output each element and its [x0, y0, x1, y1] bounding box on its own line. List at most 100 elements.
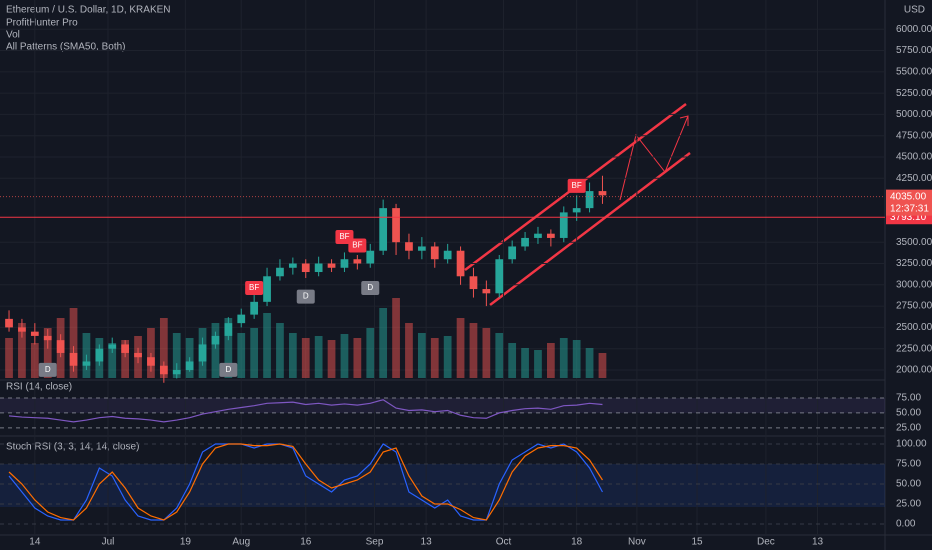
candle-body [546, 233, 555, 238]
countdown-label: 12:37:31 [890, 203, 929, 214]
candle-body [417, 246, 426, 251]
candle-body [598, 191, 607, 196]
pattern-label: D [367, 283, 373, 292]
candle-body [340, 259, 349, 268]
volume-bar [211, 323, 220, 378]
x-tick-label: 13 [812, 537, 824, 548]
candle-body [56, 340, 65, 353]
last-price-tag [886, 189, 932, 216]
y-tick-label: 25.00 [896, 422, 921, 433]
candle-body [237, 314, 246, 324]
y-tick-label: 2250.00 [896, 343, 932, 354]
y-tick-label: 2750.00 [896, 301, 932, 312]
pattern-marker [348, 238, 367, 253]
volume-bar [482, 328, 491, 378]
candle-body [392, 208, 400, 243]
y-tick-label: 25.00 [896, 499, 921, 510]
currency: USD [904, 5, 925, 16]
volume-bar [546, 343, 555, 378]
candle-body [30, 331, 39, 336]
candle-body [69, 352, 78, 366]
y-tick-label: 6000.00 [896, 24, 932, 35]
volume-bar [121, 340, 130, 378]
pattern-label: D [45, 365, 51, 374]
y-tick-label: 50.00 [896, 408, 921, 419]
volume-bar [108, 343, 117, 378]
candle-body [456, 250, 465, 277]
volume-bar [30, 343, 39, 378]
volume-bar [417, 333, 426, 378]
y-tick-label: 3500.00 [896, 237, 932, 248]
candle-body [559, 212, 568, 238]
pattern-label: BF [249, 283, 259, 292]
candle-body [482, 289, 491, 294]
x-tick-label: 16 [300, 537, 312, 548]
y-tick-label: 5750.00 [896, 45, 932, 56]
candle-body [534, 233, 542, 238]
volume-bar [366, 328, 375, 378]
volume-bar [534, 350, 542, 378]
x-tick-label: Nov [628, 537, 646, 548]
candle-body [185, 361, 194, 370]
candle-body [18, 327, 26, 332]
candle-body [366, 250, 375, 264]
y-tick-label: 4500.00 [896, 152, 932, 163]
volume-bar [353, 338, 362, 378]
x-tick-label: Oct [496, 537, 512, 548]
y-tick-label: 2500.00 [896, 322, 932, 333]
candle-body [43, 335, 52, 341]
pattern-marker [567, 178, 586, 193]
candle-body [314, 263, 323, 273]
candle-body [147, 357, 155, 366]
y-tick-label: 5500.00 [896, 66, 932, 77]
candle-body [353, 259, 362, 264]
candle-body [495, 259, 504, 294]
volume-bar [572, 340, 581, 378]
y-tick-label: 5250.00 [896, 88, 932, 99]
candle-body [211, 335, 220, 345]
pattern-label: BF [339, 232, 349, 241]
pattern-label: BF [352, 241, 362, 250]
y-tick-label: 100.00 [896, 439, 927, 450]
candle-body [405, 242, 413, 251]
level-label: 3793.10 [890, 212, 927, 223]
volume-bar [237, 333, 246, 378]
candle-body [224, 323, 233, 336]
rsi-line [8, 399, 603, 423]
x-tick-label: 14 [29, 537, 41, 548]
candle-body [198, 344, 207, 362]
volume-bar [250, 328, 259, 378]
volume-bar [288, 333, 297, 378]
pattern-marker [245, 281, 264, 296]
candle-body [469, 276, 478, 290]
volume-bar [585, 348, 594, 378]
indicator-name: All Patterns (SMA50, Both) [6, 42, 126, 53]
candle-body [159, 365, 168, 375]
y-tick-label: 50.00 [896, 479, 921, 490]
pattern-marker [219, 362, 238, 377]
volume-bar [469, 323, 478, 378]
last-price-label: 4035.00 [890, 191, 927, 202]
projection-arrow [619, 115, 689, 201]
indicator-name: Vol [6, 30, 20, 41]
pattern-label: BF [572, 181, 582, 190]
candle-body [572, 208, 581, 213]
candle-body [121, 344, 130, 353]
x-tick-label: 13 [421, 537, 433, 548]
volume-bar [159, 318, 168, 378]
stoch-band [0, 464, 885, 507]
volume-bar [5, 338, 13, 378]
volume-bar [276, 323, 284, 378]
candle-body [5, 318, 13, 328]
volume-bar [508, 343, 517, 378]
y-tick-label: 3000.00 [896, 279, 932, 290]
volume-bar [456, 318, 465, 378]
candle-body [379, 208, 388, 251]
volume-bar [392, 298, 400, 378]
volume-bar [521, 348, 529, 378]
symbol-title: Ethereum / U.S. Dollar, 1D, KRAKEN [6, 5, 171, 16]
candle-body [276, 267, 284, 277]
pattern-label: D [303, 292, 309, 301]
volume-bar [340, 334, 349, 378]
